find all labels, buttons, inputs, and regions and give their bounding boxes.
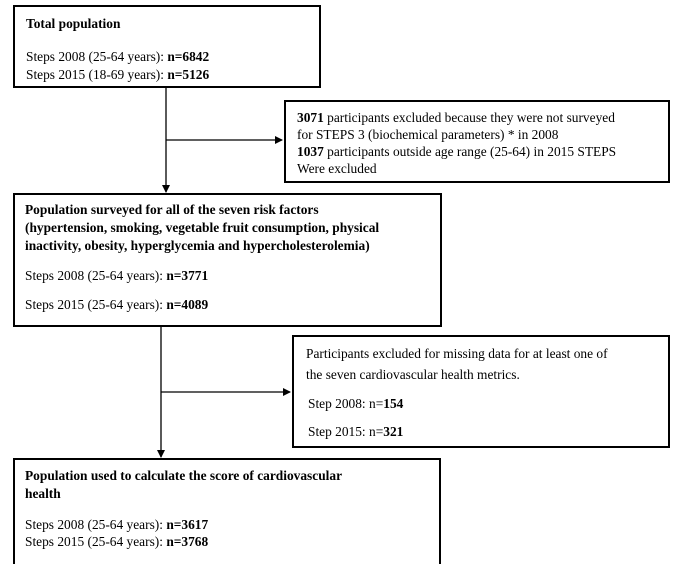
- step-2015-line: Step 2015: n=321: [308, 424, 404, 439]
- box-title: Total population: [26, 16, 121, 31]
- exclusion-line-2: the seven cardiovascular health metrics.: [306, 367, 520, 382]
- box-title-line-2: (hypertension, smoking, vegetable fruit …: [25, 220, 380, 235]
- box-title-line-1: Population surveyed for all of the seven…: [25, 202, 319, 217]
- exclusion-line-1: 3071 participants excluded because they …: [297, 110, 615, 125]
- steps-2015-line: Steps 2015 (25-64 years): n=4089: [25, 297, 209, 312]
- steps-2015-line: Steps 2015 (18-69 years): n=5126: [26, 67, 210, 82]
- population-surveyed-box: Population surveyed for all of the seven…: [13, 193, 442, 327]
- exclusion-box-1: 3071 participants excluded because they …: [284, 100, 670, 183]
- step-2008-line: Step 2008: n=154: [308, 396, 404, 411]
- exclusion-line-3: 1037 participants outside age range (25-…: [297, 144, 617, 159]
- exclusion-line-2: for STEPS 3 (biochemical parameters) * i…: [297, 127, 559, 142]
- steps-2008-line: Steps 2008 (25-64 years): n=3771: [25, 268, 209, 283]
- steps-2015-line: Steps 2015 (25-64 years): n=3768: [25, 534, 209, 549]
- box-title-line-1: Population used to calculate the score o…: [25, 468, 343, 483]
- exclusion-line-4: Were excluded: [297, 161, 377, 176]
- steps-2008-line: Steps 2008 (25-64 years): n=3617: [25, 517, 209, 532]
- box-title-line-3: inactivity, obesity, hyperglycemia and h…: [25, 238, 370, 253]
- exclusion-line-1: Participants excluded for missing data f…: [306, 346, 608, 361]
- steps-2008-line: Steps 2008 (25-64 years): n=6842: [26, 49, 210, 64]
- final-population-box: Population used to calculate the score o…: [13, 458, 441, 564]
- exclusion-box-2: Participants excluded for missing data f…: [292, 335, 670, 448]
- box-title-line-2: health: [25, 486, 61, 501]
- total-population-box: Total population Steps 2008 (25-64 years…: [13, 5, 321, 88]
